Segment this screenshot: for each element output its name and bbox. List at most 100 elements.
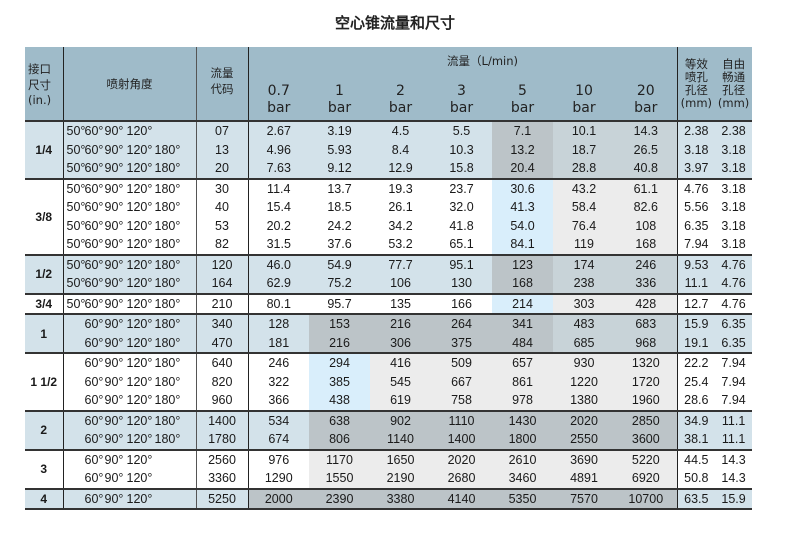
spray-angle: 180°	[154, 218, 181, 233]
pressure-value: 10	[575, 83, 593, 99]
free-passage-diameter: 4.76	[715, 292, 753, 314]
flow-value: 2.67	[248, 120, 309, 141]
flow-value: 95.1	[431, 253, 492, 274]
equivalent-orifice-diameter: 22.2	[677, 352, 716, 373]
flow-value: 5220	[615, 448, 678, 469]
spray-angle: 120°	[126, 257, 153, 272]
flow-value: 322	[248, 372, 309, 391]
flow-value: 1140	[370, 430, 431, 450]
table-row: 3/4 50°60°90° 120° 180° 210 80.1 95.7 135 166 214…	[25, 292, 753, 314]
header-pressure: 0.7 bar	[248, 75, 309, 121]
spray-angle: 60°	[84, 413, 104, 428]
flow-value: 1400	[431, 430, 492, 450]
spray-angles: 60°90° 120° 180°	[63, 372, 197, 391]
flow-value: 5.5	[431, 120, 492, 141]
flow-value: 153	[309, 313, 370, 334]
spray-angle: 180°	[154, 237, 181, 252]
flow-value: 15.4	[248, 198, 309, 217]
flow-value: 976	[248, 448, 309, 469]
flow-value: 238	[553, 274, 615, 294]
pressure-value: 5	[518, 83, 527, 99]
flow-value: 95.7	[309, 292, 370, 314]
pressure-unit: bar	[327, 100, 352, 116]
flow-value: 9.12	[309, 159, 370, 179]
spray-angle: 180°	[154, 317, 181, 332]
equivalent-orifice-diameter: 3.18	[677, 140, 716, 159]
flow-code: 960	[196, 391, 249, 411]
flow-value: 13.2	[492, 140, 553, 159]
flow-value: 5350	[492, 487, 553, 510]
flow-value: 166	[431, 292, 492, 314]
flow-code: 20	[196, 159, 249, 179]
flow-value: 667	[431, 372, 492, 391]
spray-angle: 60°	[84, 491, 104, 506]
flow-value: 294	[309, 352, 370, 373]
spray-angle: 120°	[126, 276, 153, 291]
flow-value: 168	[492, 274, 553, 294]
spray-angle: 90°	[104, 142, 124, 157]
flow-value: 1110	[431, 409, 492, 430]
flow-value: 4.96	[248, 140, 309, 159]
equivalent-orifice-diameter: 28.6	[677, 391, 716, 411]
spray-angle: 120°	[126, 237, 153, 252]
header-line: 自由	[722, 56, 746, 71]
table-row: 50°60°90° 120° 180° 164 62.9 75.2 106 130 168 238…	[25, 274, 753, 294]
equivalent-orifice-diameter: 15.9	[677, 313, 716, 334]
flow-value: 108	[615, 216, 678, 235]
flow-value: 1960	[615, 391, 678, 411]
spray-angle: 60°	[84, 200, 104, 215]
spray-angle: 120°	[126, 335, 153, 350]
flow-value: 2850	[615, 409, 678, 430]
flow-value: 41.8	[431, 216, 492, 235]
flow-value: 46.0	[248, 253, 309, 274]
equivalent-orifice-diameter: 38.1	[677, 430, 716, 450]
flow-value: 534	[248, 409, 309, 430]
flow-value: 4140	[431, 487, 492, 510]
flow-value: 2020	[553, 409, 615, 430]
spray-angles: 60°90° 120° 180°	[63, 430, 197, 450]
header-pressure: 20 bar	[615, 75, 678, 121]
flow-value: 76.4	[553, 216, 615, 235]
equivalent-orifice-diameter: 44.5	[677, 448, 716, 469]
table-row: 50°60°90° 120° 180° 40 15.4 18.5 26.1 32.0 41.3 5…	[25, 198, 753, 217]
flow-value: 7.1	[492, 120, 553, 141]
spray-angle: 60°	[84, 237, 104, 252]
spray-angle: 60°	[84, 296, 104, 311]
spray-angle: 120°	[126, 413, 153, 428]
flow-value: 26.1	[370, 198, 431, 217]
spray-angle: 120°	[126, 142, 153, 157]
flow-code: 640	[196, 352, 249, 373]
spray-angle: 60°	[84, 257, 104, 272]
spray-angle: 60°	[84, 471, 104, 486]
flow-value: 2020	[431, 448, 492, 469]
flow-code: 210	[196, 292, 249, 314]
flow-value: 4891	[553, 469, 615, 489]
table-row: 50°60°90° 120° 180° 20 7.63 9.12 12.9 15.8 20.4 2…	[25, 159, 753, 179]
flow-value: 37.6	[309, 235, 370, 255]
spray-angle: 90°	[104, 374, 124, 389]
flow-value: 246	[615, 253, 678, 274]
flow-value: 41.3	[492, 198, 553, 217]
connection-size: 3/4	[25, 292, 64, 314]
table-row: 1/2 50°60°90° 120° 180° 120 46.0 54.9 77.7 95.1 1…	[25, 253, 753, 294]
flow-value: 2000	[248, 487, 309, 510]
flow-value: 216	[309, 333, 370, 353]
spray-angle: 90°	[104, 317, 124, 332]
flow-value: 75.2	[309, 274, 370, 294]
equivalent-orifice-diameter: 3.97	[677, 159, 716, 179]
header-pressure: 5 bar	[492, 75, 553, 121]
flow-code: 07	[196, 120, 249, 141]
flow-value: 657	[492, 352, 553, 373]
spray-angle: 60°	[84, 393, 104, 408]
spray-angle: 60°	[84, 218, 104, 233]
spray-angles: 60°90° 120° 180°	[63, 352, 197, 373]
flow-code: 340	[196, 313, 249, 334]
header-pressure: 1 bar	[309, 75, 370, 121]
table-row: 3/8 50°60°90° 120° 180° 30 11.4 13.7 19.3 23.7 30…	[25, 177, 753, 255]
header-line: 喷孔	[684, 69, 708, 84]
spray-angles: 50°60°90° 120° 180°	[63, 253, 197, 274]
spray-angle: 180°	[154, 276, 181, 291]
flow-value: 1430	[492, 409, 553, 430]
flow-value: 3.19	[309, 120, 370, 141]
spray-angle: 90°	[104, 471, 124, 486]
